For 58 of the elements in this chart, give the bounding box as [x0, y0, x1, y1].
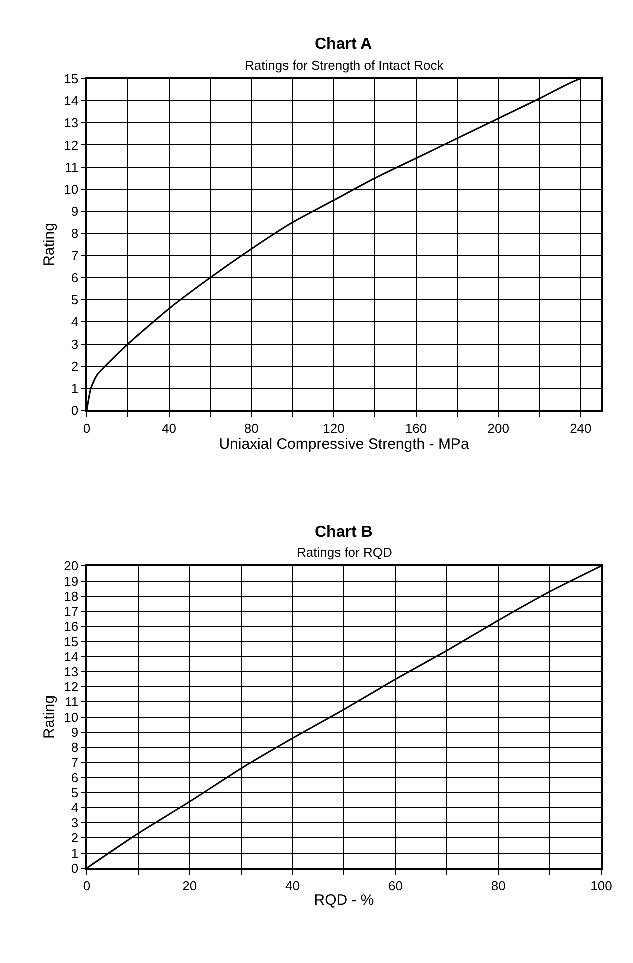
y-tick-label: 20	[64, 558, 79, 574]
y-tick-label: 12	[64, 138, 79, 153]
y-tick-label: 5	[71, 785, 79, 800]
y-tick-label: 11	[65, 694, 79, 710]
y-tick-label: 16	[64, 619, 79, 634]
x-tick-label: 80	[244, 420, 259, 436]
x-tick-label: 0	[83, 420, 91, 436]
y-tick-label: 13	[64, 116, 79, 131]
y-tick-label: 13	[64, 664, 79, 680]
y-tick-label: 10	[64, 710, 79, 725]
y-tick-label: 18	[64, 588, 79, 604]
y-axis-title: Rating	[40, 223, 58, 266]
y-tick-label: 4	[71, 800, 79, 816]
y-tick-label: 5	[71, 292, 79, 308]
y-tick-label: 6	[71, 770, 79, 786]
x-tick-label: 0	[83, 878, 91, 894]
y-tick-label: 1	[71, 846, 79, 861]
y-tick-label: 7	[71, 248, 79, 264]
y-tick-label: 2	[71, 830, 79, 846]
y-tick-label: 7	[71, 755, 79, 770]
y-tick-label: 14	[64, 94, 79, 109]
y-tick-label: 10	[64, 182, 79, 197]
y-tick-label: 12	[64, 680, 79, 695]
y-tick-label: 14	[64, 649, 79, 664]
x-axis-title: RQD - %	[314, 892, 374, 910]
y-tick-label: 2	[71, 358, 79, 374]
y-tick-label: 9	[71, 204, 79, 220]
y-tick-label: 6	[71, 270, 79, 286]
x-tick-label: 200	[488, 420, 510, 436]
y-tick-label: 15	[64, 71, 79, 86]
y-tick-label: 0	[71, 403, 79, 418]
y-tick-label: 17	[64, 604, 79, 620]
x-tick-label: 40	[286, 878, 300, 894]
x-tick-label: 240	[570, 420, 592, 436]
x-tick-label: 120	[323, 420, 345, 436]
y-tick-label: 1	[71, 381, 79, 396]
y-tick-label: 8	[71, 226, 79, 242]
x-tick-label: 40	[162, 420, 177, 436]
x-axis-title: Uniaxial Compressive Strength - MPa	[219, 436, 470, 453]
x-tick-label: 60	[388, 878, 403, 894]
y-tick-label: 9	[71, 724, 79, 740]
y-tick-label: 19	[64, 574, 79, 589]
x-tick-label: 160	[405, 420, 428, 436]
y-tick-label: 3	[71, 816, 79, 831]
chart-title: Chart B	[315, 524, 373, 541]
x-tick-label: 80	[491, 878, 506, 894]
chart-subtitle: Ratings for Strength of Intact Rock	[245, 58, 444, 73]
y-axis-title: Rating	[40, 696, 58, 739]
x-tick-label: 100	[590, 878, 612, 894]
y-tick-label: 0	[71, 860, 79, 876]
y-tick-label: 3	[71, 336, 79, 352]
chart-subtitle: Ratings for RQD	[297, 545, 392, 560]
y-tick-label: 8	[71, 740, 79, 756]
y-tick-label: 4	[71, 314, 79, 330]
chart-title: Chart A	[315, 36, 373, 53]
x-tick-label: 20	[182, 878, 198, 894]
y-tick-label: 15	[64, 634, 79, 650]
y-tick-label: 11	[65, 160, 79, 175]
